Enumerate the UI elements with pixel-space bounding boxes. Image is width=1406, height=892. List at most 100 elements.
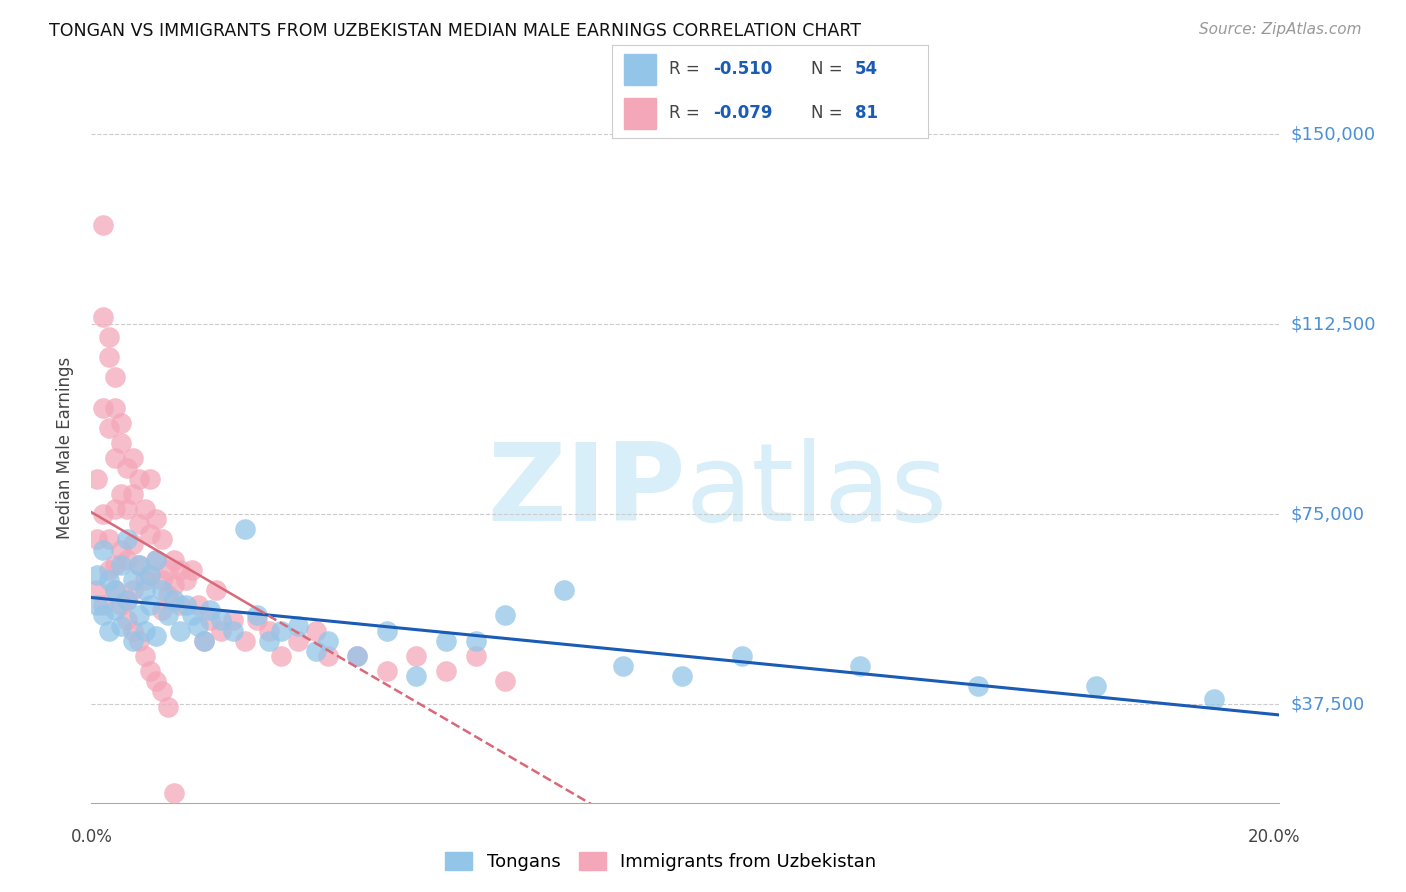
Point [134,648,156,663]
Point [134,573,156,587]
Point [180,563,202,577]
Point [375,664,398,678]
Point [187,618,209,632]
Point [91,401,114,415]
Point [246,608,269,623]
Point [104,603,127,617]
Point [849,659,872,673]
Text: $112,500: $112,500 [1291,315,1376,333]
Point [91,542,114,557]
Point [128,608,150,623]
Point [233,522,256,536]
Point [198,603,221,617]
Point [671,669,693,683]
Point [169,599,191,613]
Point [174,599,197,613]
Point [134,583,156,598]
Point [110,542,132,557]
Point [209,614,232,628]
Point [169,563,191,577]
Point [121,624,143,638]
Point [375,624,398,638]
Point [204,583,226,598]
Point [270,648,292,663]
Point [150,533,173,547]
Point [104,583,127,598]
Point [464,633,486,648]
Point [174,573,197,587]
Point [405,669,427,683]
Point [115,593,138,607]
Point [98,563,121,577]
Point [128,517,150,532]
Point [730,648,752,663]
Point [145,552,167,566]
Point [209,624,232,638]
Point [257,633,280,648]
Point [150,603,173,617]
Point [98,624,121,638]
Point [121,451,143,466]
Point [157,608,180,623]
Point [134,624,156,638]
Text: N =: N = [811,61,842,78]
Point [434,664,457,678]
Point [163,552,186,566]
Point [180,608,202,623]
Point [305,644,328,658]
Text: TONGAN VS IMMIGRANTS FROM UZBEKISTAN MEDIAN MALE EARNINGS CORRELATION CHART: TONGAN VS IMMIGRANTS FROM UZBEKISTAN MED… [49,22,862,40]
Point [139,599,162,613]
Point [98,573,121,587]
Point [145,512,167,526]
Bar [624,98,655,129]
Point [246,614,269,628]
Point [91,310,114,324]
Text: -0.510: -0.510 [713,61,772,78]
Point [222,624,245,638]
Point [257,624,280,638]
Point [346,648,368,663]
Point [270,624,292,638]
Point [128,472,150,486]
Point [121,487,143,501]
Point [110,599,132,613]
Point [104,401,127,415]
Point [150,573,173,587]
Point [104,583,127,598]
Point [115,461,138,475]
Point [86,599,108,613]
Point [91,219,114,233]
Point [115,593,138,607]
Text: Median Male Earnings: Median Male Earnings [56,357,75,540]
Point [91,608,114,623]
Point [98,330,121,344]
Point [98,421,121,435]
Point [222,614,245,628]
Point [1204,692,1226,706]
Point [139,472,162,486]
Point [121,573,143,587]
Point [169,624,191,638]
Point [86,583,108,598]
Point [464,648,486,663]
Point [967,679,990,693]
Point [316,633,339,648]
Point [115,552,138,566]
Point [145,629,167,643]
Text: $75,000: $75,000 [1291,505,1365,523]
Point [128,558,150,572]
Point [110,558,132,572]
Point [104,558,127,572]
Text: R =: R = [669,104,699,122]
Point [187,599,209,613]
Point [612,659,634,673]
Point [1085,679,1108,693]
Text: $37,500: $37,500 [1291,695,1365,713]
Text: 0.0%: 0.0% [70,828,112,847]
Point [198,614,221,628]
Point [86,533,108,547]
Point [104,451,127,466]
Point [494,608,516,623]
Text: -0.079: -0.079 [713,104,772,122]
Point [110,416,132,430]
